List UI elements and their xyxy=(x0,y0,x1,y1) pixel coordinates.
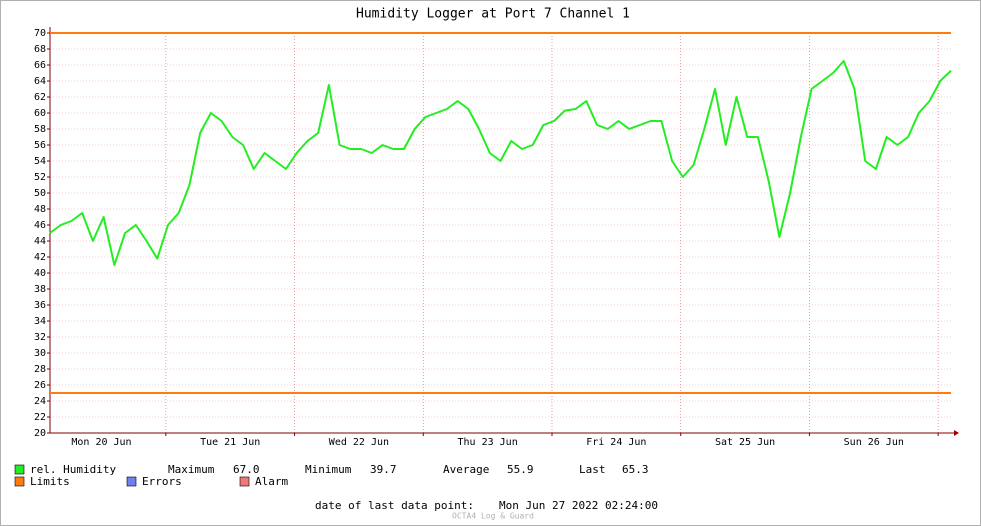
legend-label: Alarm xyxy=(255,475,288,488)
x-tick-label: Thu 23 Jun xyxy=(458,437,518,448)
y-tick-label: 30 xyxy=(34,348,46,359)
y-tick-label: 26 xyxy=(34,380,46,391)
legend-label: Errors xyxy=(142,475,182,488)
x-tick-label: Tue 21 Jun xyxy=(200,437,260,448)
y-tick-label: 46 xyxy=(34,220,46,231)
y-tick-label: 64 xyxy=(34,76,46,87)
stat-value: 39.7 xyxy=(370,463,397,476)
data-line xyxy=(49,60,952,266)
y-tick-label: 66 xyxy=(34,60,46,71)
x-tick-label: Mon 20 Jun xyxy=(71,437,131,448)
x-tick-label: Fri 24 Jun xyxy=(586,437,646,448)
y-tick-label: 62 xyxy=(34,92,46,103)
x-tick-label: Sat 25 Jun xyxy=(715,437,775,448)
y-tick-label: 34 xyxy=(34,316,46,327)
legend-swatch xyxy=(126,476,137,487)
y-tick-label: 42 xyxy=(34,252,46,263)
y-tick-label: 24 xyxy=(34,396,46,407)
y-tick-label: 52 xyxy=(34,172,46,183)
y-tick-label: 48 xyxy=(34,204,46,215)
stat-value: 67.0 xyxy=(233,463,260,476)
y-tick-label: 56 xyxy=(34,140,46,151)
watermark: OCTA4 Log & Guard xyxy=(452,512,534,521)
y-tick-label: 60 xyxy=(34,108,46,119)
y-tick-label: 20 xyxy=(34,428,46,439)
y-tick-label: 70 xyxy=(34,28,46,39)
y-tick-label: 40 xyxy=(34,268,46,279)
y-tick-label: 22 xyxy=(34,412,46,423)
legend-swatch xyxy=(14,464,25,475)
stat-name: Maximum xyxy=(168,463,215,476)
footer-value: Mon Jun 27 2022 02:24:00 xyxy=(499,499,658,512)
y-tick-label: 44 xyxy=(34,236,46,247)
x-tick-label: Wed 22 Jun xyxy=(329,437,389,448)
stat-name: Last xyxy=(579,463,606,476)
legend-swatch xyxy=(14,476,25,487)
y-tick-label: 38 xyxy=(34,284,46,295)
stat-name: Average xyxy=(443,463,489,476)
y-tick-label: 54 xyxy=(34,156,46,167)
legend-swatch xyxy=(239,476,250,487)
legend-label: Limits xyxy=(30,475,70,488)
footer-label: date of last data point: xyxy=(315,499,474,512)
legend-label: rel. Humidity xyxy=(30,463,116,476)
chart-title: Humidity Logger at Port 7 Channel 1 xyxy=(356,7,630,22)
stat-value: 55.9 xyxy=(507,463,534,476)
x-axis-arrow xyxy=(954,430,959,436)
y-tick-label: 58 xyxy=(34,124,46,135)
y-tick-label: 68 xyxy=(34,44,46,55)
y-tick-label: 28 xyxy=(34,364,46,375)
y-tick-label: 32 xyxy=(34,332,46,343)
x-tick-label: Sun 26 Jun xyxy=(844,437,904,448)
y-tick-label: 36 xyxy=(34,300,46,311)
stat-name: Minimum xyxy=(305,463,352,476)
y-tick-label: 50 xyxy=(34,188,46,199)
stat-value: 65.3 xyxy=(622,463,649,476)
